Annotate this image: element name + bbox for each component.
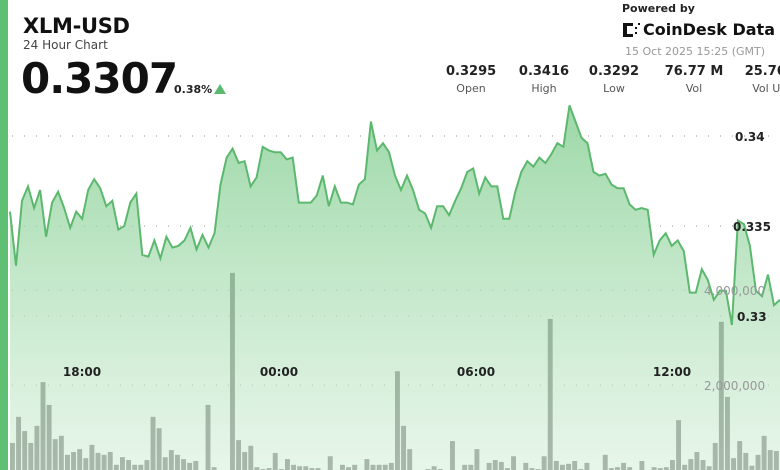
stat-label: Vol <box>685 82 703 95</box>
stat-value: 25.76 M <box>744 64 780 79</box>
price-tick-label: 0.335 <box>733 220 771 234</box>
price-line <box>9 105 780 326</box>
stat-value: 0.3416 <box>518 64 570 79</box>
volume-tick-label: 2,000,000 <box>704 379 765 393</box>
stat-value: 76.77 M <box>664 64 724 79</box>
stats-row: 0.3295 Open 0.3416 High 0.3292 Low 76.77 M V… <box>446 64 780 95</box>
stat-low: 0.3292 Low <box>584 64 644 95</box>
price-tick-label: 0.34 <box>735 130 765 144</box>
coindesk-mark-icon <box>623 22 640 37</box>
brand-name: CoinDesk Data <box>643 20 775 39</box>
stat-high: 0.3416 High <box>504 64 584 95</box>
price-tick-label: 0.33 <box>737 310 767 324</box>
time-tick-label: 12:00 <box>653 365 691 379</box>
stat-label: Low <box>603 82 625 95</box>
stat-value: 0.3295 <box>446 64 497 79</box>
pair-title: XLM-USD <box>23 14 130 38</box>
stat-label: Open <box>456 82 486 95</box>
stat-label: High <box>531 82 557 95</box>
stat-vol: 76.77 M Vol <box>654 64 734 95</box>
powered-by: Powered by <box>622 2 695 15</box>
time-tick-label: 00:00 <box>260 365 298 379</box>
time-tick-label: 06:00 <box>457 365 495 379</box>
stat-value: 0.3292 <box>588 64 640 79</box>
coindesk-logo: CoinDesk Data <box>622 20 775 39</box>
timestamp: 15 Oct 2025 15:25 (GMT) <box>625 45 766 58</box>
up-triangle-icon <box>214 84 226 94</box>
accent-bar <box>0 0 8 470</box>
current-price: 0.3307 <box>21 54 178 103</box>
stat-label: Vol USD <box>752 82 780 95</box>
chart-subtitle: 24 Hour Chart <box>23 38 108 52</box>
time-tick-label: 18:00 <box>63 365 101 379</box>
stat-vol-usd: 25.76 M Vol USD <box>734 64 780 95</box>
volume-tick-label: 4,000,000 <box>704 284 765 298</box>
change-percent: 0.38% <box>174 83 213 96</box>
stat-open: 0.3295 Open <box>446 64 496 95</box>
price-area <box>10 105 780 470</box>
